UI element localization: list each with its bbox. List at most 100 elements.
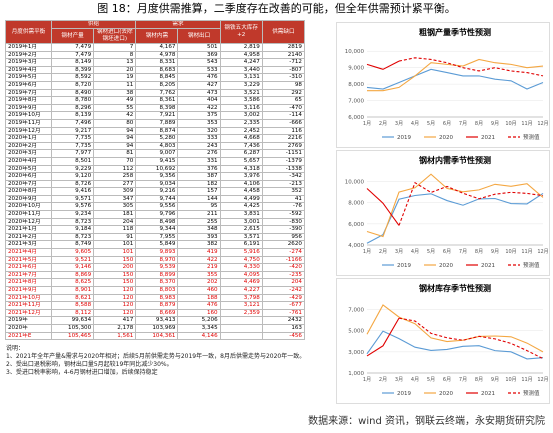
cell: 211 [177,210,221,219]
cell: 9,521 [50,255,95,265]
cell: 9,216 [135,187,179,196]
cell: 8,398 [135,103,179,113]
cell: 4,106 [219,179,263,189]
row-label: 2019年7月 [5,88,52,98]
cell: 8,498 [135,217,179,227]
row-label: 2020年 [5,323,52,333]
cell: 3,586 [219,96,263,105]
cell: 204 [93,217,137,227]
note: 1、2021年全年产量&需求与2020年相对；后续5月前供需走势与2019年一致… [6,353,306,360]
cell: 320 [177,126,221,136]
cell: 8,296 [50,103,95,113]
cell: 6,191 [219,240,263,250]
x-tick-label: 10月 [505,121,516,127]
cell: 533 [177,65,221,75]
cell: 182 [177,179,221,189]
cell: -761 [261,308,306,318]
cell: 255 [177,217,221,227]
table-row: 2021年7月 8,869 150 8,899 355 4,095 -235 [5,270,306,280]
cell: 8,149 [50,58,95,67]
cell: 9,416 [50,187,95,196]
x-tick-label: 1月 [363,377,371,383]
cell: 243 [177,141,221,151]
row-label: 2021年5月 [5,255,52,265]
cell: 3,798 [219,293,263,303]
table-row: 2020年10月 9,576 305 9,556 95 4,425 -76 [5,202,306,212]
row-label: 2021年9月 [5,286,52,295]
cell: 305 [93,202,137,212]
cell: -1379 [261,156,306,166]
cell: 8,869 [50,270,95,280]
y-tick-label: 8,000 [348,82,364,88]
cell: 8,490 [50,88,95,98]
cell: 120 [93,286,137,295]
table-row: 2021年8月 8,625 150 8,370 202 4,469 204 [5,278,306,287]
cell: 8,983 [135,293,179,303]
legend-label: 2020 [439,391,453,397]
cell: 476 [177,73,221,82]
series-line [366,330,544,360]
cell: -1166 [261,255,306,265]
source: 数据来源：wind 资讯，钢联云终端，永安期货研究院 [308,416,545,427]
chart: 粗钢产量季节性预测 6,000 7,000 8,000 9,000 10,000 1月 2月 3… [336,22,550,148]
table-row: 2020年2月 7,735 94 4,803 243 7,436 2769 [5,141,306,151]
cell: 98 [261,80,306,90]
cell: 144 [177,194,221,204]
header-cell: 月度供需平衡 [5,20,52,44]
cell: 9,356 [135,172,179,181]
cell: 2,178 [93,323,137,333]
cell: 7,762 [135,88,179,98]
table-row: 2020年9月 9,571 347 9,744 144 4,499 41 [5,194,306,204]
table-row: 2021年1月 9,184 118 9,344 348 2,615 -390 [5,225,306,234]
cell: 8 [93,50,137,60]
x-tick-label: 3月 [395,377,403,383]
cell: 4,095 [219,270,263,280]
series-line [366,304,544,353]
y-tick-label: 4,000 [348,243,364,249]
table-row: 2020年12月 8,723 204 8,498 255 3,001 -830 [5,217,306,227]
cell: 4,469 [219,278,263,287]
row-label: 2021年E [5,331,52,341]
cell [219,323,263,333]
row-label: 2020年12月 [5,217,52,227]
row-label: 2021年3月 [5,240,52,250]
row-label: 2020年8月 [5,187,52,196]
table-row: 2019年8月 8,780 49 8,361 404 3,586 65 [5,96,306,105]
header-cell: 供需缺口 [261,20,306,44]
table-row: 2020年7月 8,726 277 9,034 182 4,106 -213 [5,179,306,189]
cell: 42 [93,111,137,120]
cell: -429 [261,293,306,303]
series-line [366,60,400,70]
cell: 8,803 [135,286,179,295]
cell [219,316,263,325]
cell: 352 [261,187,306,196]
header-cell: 钢材出口 [177,28,221,44]
cell: 331 [177,156,221,166]
cell: 2819 [261,43,306,52]
cell: 3,116 [219,103,263,113]
row-label: 2021年6月 [5,263,52,272]
cell: 2,335 [219,118,263,128]
table-row: 2020年1月 7,735 94 5,280 333 4,668 2216 [5,134,306,143]
cell [219,331,263,341]
y-tick-label: 5,000 [348,329,364,335]
cell: 543 [177,58,221,67]
x-tick-label: 4月 [411,249,419,255]
row-label: 2021年1月 [5,225,52,234]
x-tick-label: 6月 [443,121,451,127]
cell: 8,139 [50,111,95,120]
x-tick-label: 7月 [459,377,467,383]
header-cell: 钢材产量 [50,28,95,44]
cell: 8,749 [50,240,95,250]
cell: 3,001 [219,217,263,227]
x-tick-label: 2月 [379,121,387,127]
cell: 393 [177,232,221,242]
cell: 7 [93,43,137,52]
y-tick-label: 9,000 [348,66,364,72]
cell: 8,874 [135,126,179,136]
cell: 112 [93,164,137,174]
cell: 10,692 [135,164,179,174]
cell: 6,287 [219,149,263,158]
legend-label: 2019 [397,263,411,269]
